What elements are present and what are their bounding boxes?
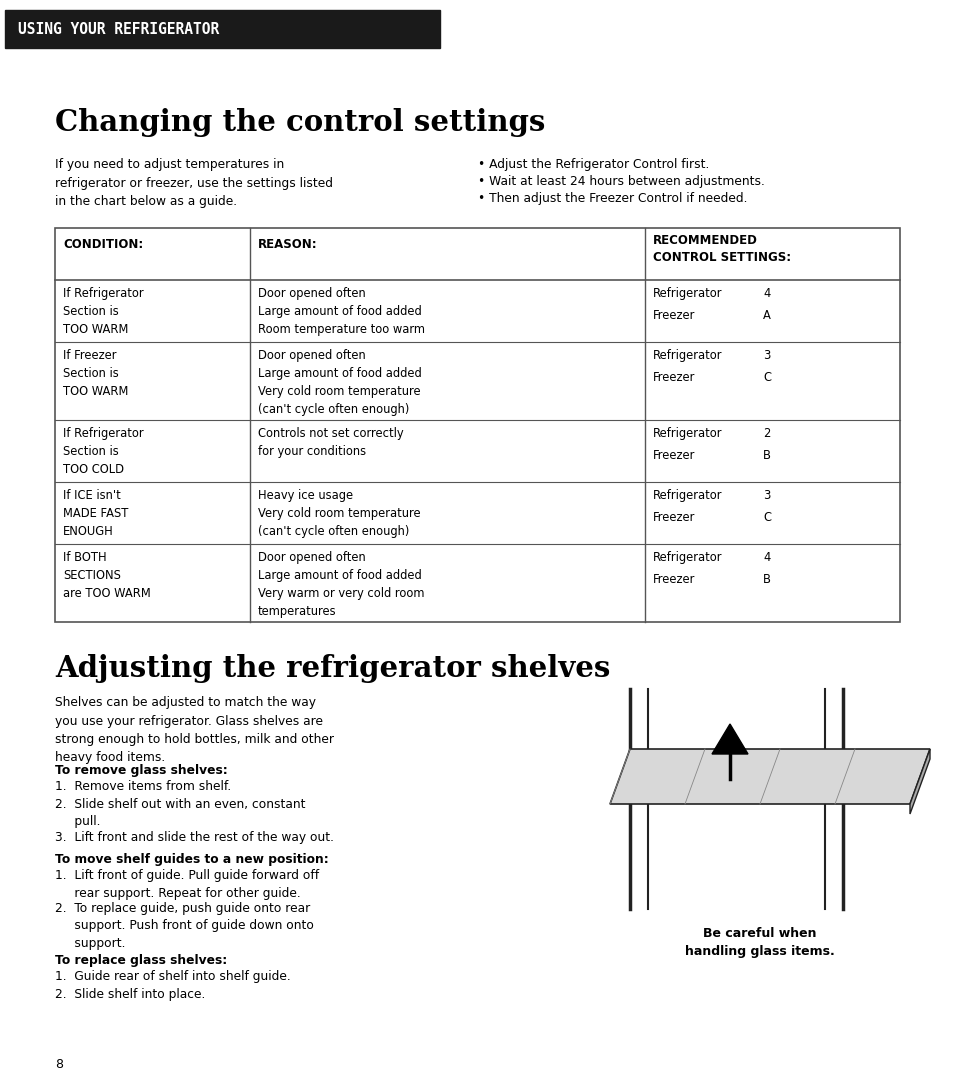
Text: RECOMMENDED
CONTROL SETTINGS:: RECOMMENDED CONTROL SETTINGS: bbox=[652, 234, 790, 264]
Bar bbox=[55, 227, 899, 622]
Text: CONDITION:: CONDITION: bbox=[63, 238, 143, 251]
Text: Heavy ice usage
Very cold room temperature
(can't cycle often enough): Heavy ice usage Very cold room temperatu… bbox=[257, 489, 420, 538]
Text: Be careful when
handling glass items.: Be careful when handling glass items. bbox=[684, 927, 834, 958]
Text: 3
C: 3 C bbox=[762, 349, 770, 384]
Polygon shape bbox=[711, 724, 747, 754]
Text: If ICE isn't
MADE FAST
ENOUGH: If ICE isn't MADE FAST ENOUGH bbox=[63, 489, 129, 538]
Text: 3.  Lift front and slide the rest of the way out.: 3. Lift front and slide the rest of the … bbox=[55, 831, 334, 844]
Text: • Adjust the Refrigerator Control first.: • Adjust the Refrigerator Control first. bbox=[477, 158, 709, 171]
Text: Adjusting the refrigerator shelves: Adjusting the refrigerator shelves bbox=[55, 655, 610, 684]
Text: If Freezer
Section is
TOO WARM: If Freezer Section is TOO WARM bbox=[63, 349, 129, 398]
Text: Refrigerator
Freezer: Refrigerator Freezer bbox=[652, 427, 721, 462]
Text: 1.  Guide rear of shelf into shelf guide.: 1. Guide rear of shelf into shelf guide. bbox=[55, 970, 291, 983]
Text: Changing the control settings: Changing the control settings bbox=[55, 108, 545, 137]
Text: 2.  Slide shelf out with an even, constant
     pull.: 2. Slide shelf out with an even, constan… bbox=[55, 798, 305, 828]
Text: 2.  Slide shelf into place.: 2. Slide shelf into place. bbox=[55, 988, 205, 1001]
Text: 3
C: 3 C bbox=[762, 489, 770, 524]
Text: • Then adjust the Freezer Control if needed.: • Then adjust the Freezer Control if nee… bbox=[477, 192, 747, 205]
Text: • Wait at least 24 hours between adjustments.: • Wait at least 24 hours between adjustm… bbox=[477, 175, 764, 188]
Text: If Refrigerator
Section is
TOO WARM: If Refrigerator Section is TOO WARM bbox=[63, 286, 144, 336]
Text: 1.  Lift front of guide. Pull guide forward off
     rear support. Repeat for ot: 1. Lift front of guide. Pull guide forwa… bbox=[55, 869, 319, 899]
Text: Refrigerator
Freezer: Refrigerator Freezer bbox=[652, 552, 721, 586]
Text: If Refrigerator
Section is
TOO COLD: If Refrigerator Section is TOO COLD bbox=[63, 427, 144, 476]
Text: Controls not set correctly
for your conditions: Controls not set correctly for your cond… bbox=[257, 427, 403, 458]
Bar bbox=[5, 10, 439, 48]
Text: REASON:: REASON: bbox=[257, 238, 317, 251]
Text: Refrigerator
Freezer: Refrigerator Freezer bbox=[652, 286, 721, 322]
Text: USING YOUR REFRIGERATOR: USING YOUR REFRIGERATOR bbox=[18, 21, 219, 36]
Text: Refrigerator
Freezer: Refrigerator Freezer bbox=[652, 349, 721, 384]
Text: To remove glass shelves:: To remove glass shelves: bbox=[55, 764, 228, 777]
Text: 2
B: 2 B bbox=[762, 427, 770, 462]
Text: To move shelf guides to a new position:: To move shelf guides to a new position: bbox=[55, 853, 329, 866]
Text: 4
A: 4 A bbox=[762, 286, 770, 322]
Text: If you need to adjust temperatures in
refrigerator or freezer, use the settings : If you need to adjust temperatures in re… bbox=[55, 158, 333, 208]
Text: To replace glass shelves:: To replace glass shelves: bbox=[55, 954, 227, 967]
Text: Door opened often
Large amount of food added
Very cold room temperature
(can't c: Door opened often Large amount of food a… bbox=[257, 349, 421, 416]
Polygon shape bbox=[909, 749, 929, 814]
Text: 2.  To replace guide, push guide onto rear
     support. Push front of guide dow: 2. To replace guide, push guide onto rea… bbox=[55, 902, 314, 950]
Text: Door opened often
Large amount of food added
Very warm or very cold room
tempera: Door opened often Large amount of food a… bbox=[257, 552, 424, 618]
Text: 8: 8 bbox=[55, 1058, 63, 1071]
Text: Shelves can be adjusted to match the way
you use your refrigerator. Glass shelve: Shelves can be adjusted to match the way… bbox=[55, 696, 334, 764]
Text: 4
B: 4 B bbox=[762, 552, 770, 586]
Text: 1.  Remove items from shelf.: 1. Remove items from shelf. bbox=[55, 780, 231, 793]
Text: Door opened often
Large amount of food added
Room temperature too warm: Door opened often Large amount of food a… bbox=[257, 286, 424, 336]
Text: If BOTH
SECTIONS
are TOO WARM: If BOTH SECTIONS are TOO WARM bbox=[63, 552, 151, 600]
Polygon shape bbox=[609, 749, 929, 804]
Text: Refrigerator
Freezer: Refrigerator Freezer bbox=[652, 489, 721, 524]
